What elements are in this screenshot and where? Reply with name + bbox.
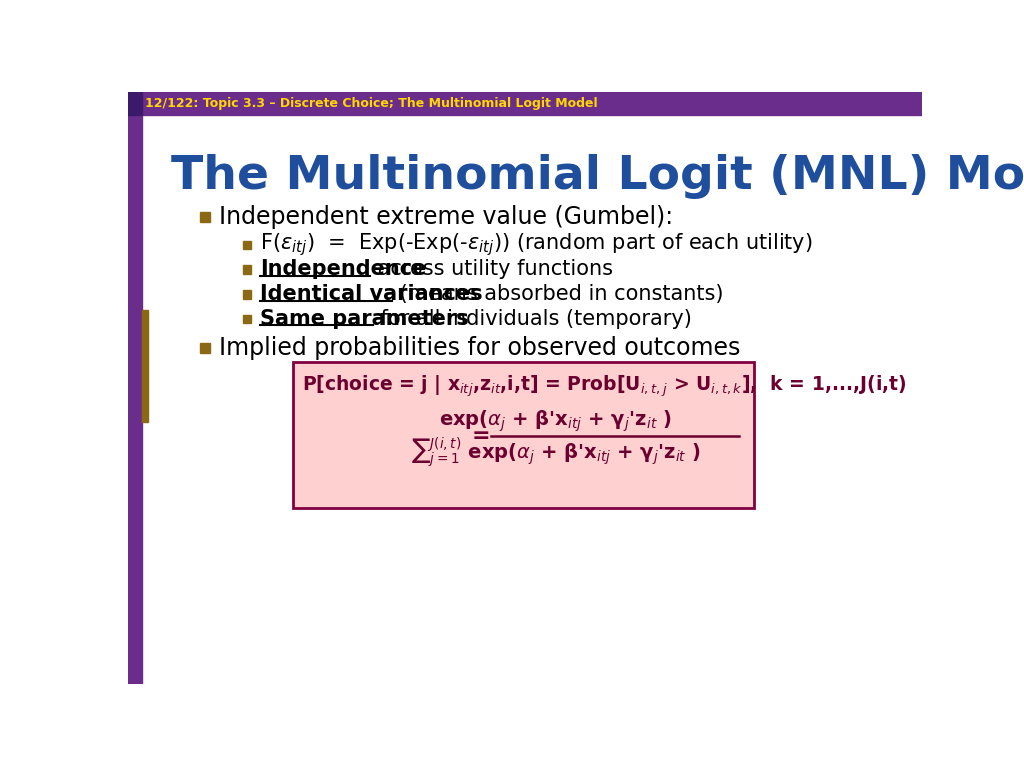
Bar — [200, 212, 210, 222]
Text: for all individuals (temporary): for all individuals (temporary) — [375, 309, 692, 329]
Text: =: = — [471, 426, 489, 446]
Bar — [128, 92, 922, 115]
Bar — [200, 343, 210, 353]
Text: $\sum$$^{J(i,t)}_{j=1}$ exp($\alpha_j$ + $\mathbf{\beta}$'$\mathbf{x}$$_{itj}$ +: $\sum$$^{J(i,t)}_{j=1}$ exp($\alpha_j$ +… — [411, 435, 700, 470]
Text: exp($\alpha_j$ + $\mathbf{\beta}$'$\mathbf{x}$$_{itj}$ + $\mathbf{\gamma}_j$'$\m: exp($\alpha_j$ + $\mathbf{\beta}$'$\math… — [439, 409, 673, 435]
Text: F($\varepsilon$$_{itj}$)  =  Exp(-Exp(-$\varepsilon$$_{itj}$)) (random part of e: F($\varepsilon$$_{itj}$) = Exp(-Exp(-$\v… — [260, 231, 812, 258]
Text: across utility functions: across utility functions — [372, 260, 613, 280]
Text: 12/122: Topic 3.3 – Discrete Choice; The Multinomial Logit Model: 12/122: Topic 3.3 – Discrete Choice; The… — [145, 98, 598, 111]
Bar — [128, 115, 142, 684]
Bar — [142, 310, 148, 422]
Bar — [243, 315, 251, 323]
Bar — [243, 266, 251, 274]
Bar — [243, 241, 251, 250]
Text: Implied probabilities for observed outcomes: Implied probabilities for observed outco… — [219, 336, 740, 359]
Text: Identical variances: Identical variances — [260, 284, 482, 304]
FancyBboxPatch shape — [293, 362, 755, 508]
Text: Independent extreme value (Gumbel):: Independent extreme value (Gumbel): — [219, 205, 674, 229]
Text: P[choice = j | $\mathbf{x}_{itj}$,$\mathbf{z}_{it}$,i,t] = Prob[U$_{i,t,j}$ > U$: P[choice = j | $\mathbf{x}_{itj}$,$\math… — [302, 373, 907, 399]
Text: (means absorbed in constants): (means absorbed in constants) — [393, 284, 724, 304]
Bar — [128, 92, 142, 115]
Text: Same parameters: Same parameters — [260, 309, 469, 329]
Text: The Multinomial Logit (MNL) Model: The Multinomial Logit (MNL) Model — [171, 154, 1024, 200]
Bar — [243, 290, 251, 299]
Text: Independence: Independence — [260, 260, 426, 280]
